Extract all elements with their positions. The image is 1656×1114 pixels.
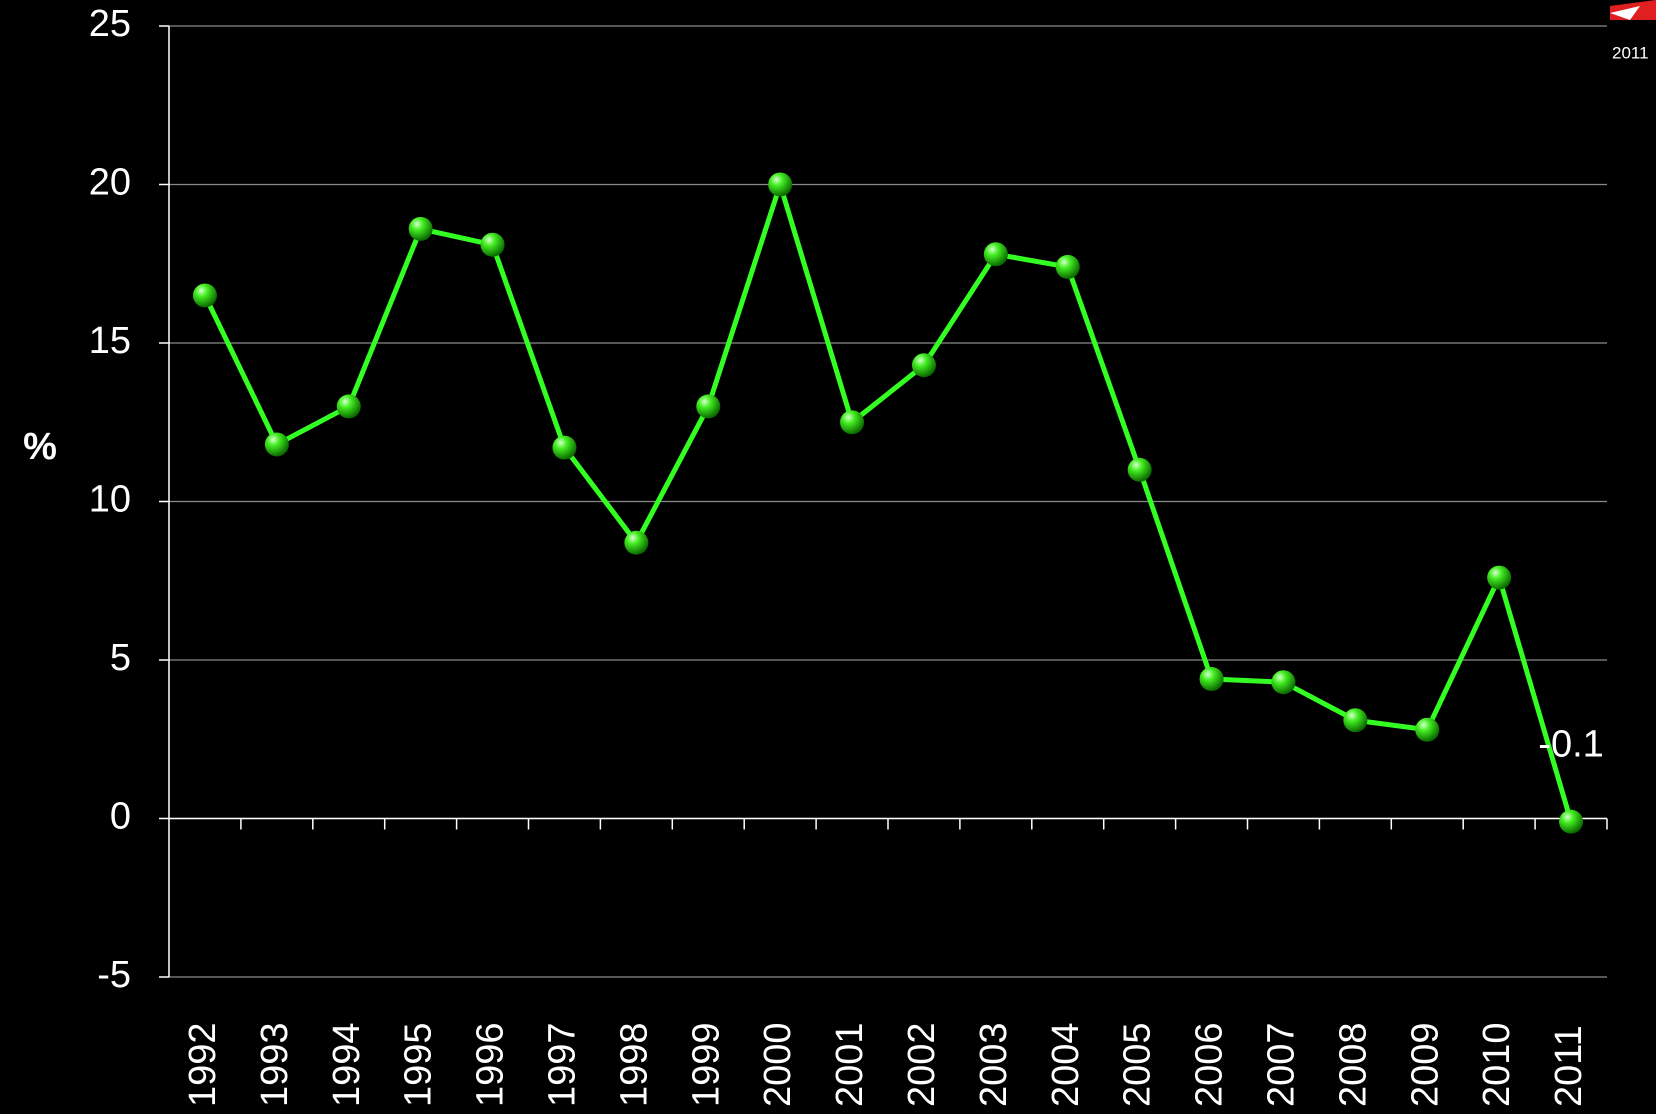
marker	[624, 530, 649, 555]
marker	[696, 394, 721, 419]
x-tick-label: 1995	[398, 1022, 440, 1107]
marker	[840, 410, 865, 435]
marker	[1559, 809, 1584, 834]
x-tick-label: 1996	[470, 1022, 512, 1107]
marker	[264, 432, 289, 457]
data-label: -0.1	[1538, 724, 1603, 766]
y-tick-label: 25	[89, 3, 131, 45]
y-tick-label: -5	[97, 954, 131, 996]
logo-mark	[1610, 6, 1640, 20]
x-tick-label: 2009	[1404, 1022, 1446, 1107]
marker	[336, 394, 361, 419]
x-tick-label: 2002	[901, 1022, 943, 1107]
marker	[1055, 254, 1080, 279]
x-tick-label: 2005	[1117, 1022, 1159, 1107]
marker	[408, 216, 433, 241]
x-tick-label: 2008	[1332, 1022, 1374, 1107]
x-tick-label: 1999	[685, 1022, 727, 1107]
line	[202, 182, 1574, 823]
y-tick-label: 15	[89, 320, 131, 362]
logo-text: 2011	[1612, 43, 1649, 62]
y-tick-label: 10	[89, 479, 131, 521]
x-tick-label: 2011	[1548, 1025, 1590, 1107]
x-tick-label: 1993	[254, 1022, 296, 1107]
y-axis-label: %	[23, 426, 57, 468]
x-tick-label: 1994	[326, 1022, 368, 1107]
marker	[983, 242, 1008, 267]
marker	[1271, 670, 1296, 695]
marker	[1487, 565, 1512, 590]
y-tick-label: 20	[89, 162, 131, 204]
marker	[552, 435, 577, 460]
x-tick-label: 2000	[757, 1022, 799, 1107]
x-tick-label: 2004	[1045, 1022, 1087, 1107]
x-tick-label: 1992	[182, 1022, 224, 1107]
y-tick-label: 0	[110, 796, 131, 838]
marker	[1127, 457, 1152, 482]
marker	[1199, 667, 1224, 692]
marker	[911, 353, 936, 378]
x-tick-label: 2007	[1260, 1022, 1302, 1107]
y-tick-label: 5	[110, 637, 131, 679]
marker	[192, 283, 217, 308]
x-tick-label: 2003	[973, 1022, 1015, 1107]
marker	[1343, 708, 1368, 733]
x-tick-label: 2001	[829, 1022, 871, 1107]
marker	[768, 172, 793, 197]
marker	[480, 232, 505, 257]
x-tick-label: 2006	[1189, 1022, 1231, 1107]
x-tick-label: 1998	[613, 1022, 655, 1107]
x-tick-label: 1997	[541, 1022, 583, 1107]
x-tick-label: 2010	[1476, 1022, 1518, 1107]
marker	[1415, 717, 1440, 742]
